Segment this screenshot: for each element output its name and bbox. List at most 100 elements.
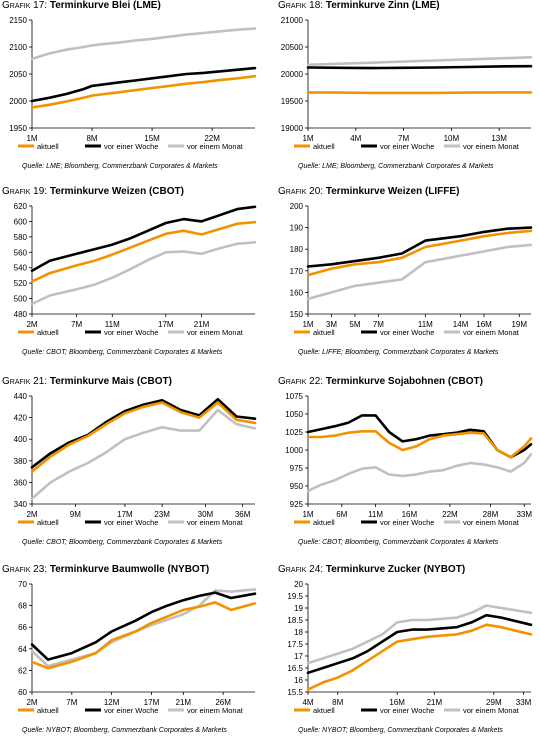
chart-source: Quelle: LME; Bloomberg, Commerzbank Corp… (298, 163, 494, 170)
y-tick-label: 440 (14, 392, 28, 401)
chart-title: Grafik 24: Terminkurve Zucker (NYBOT) (278, 564, 465, 575)
legend-label-woche: vor einer Woche (104, 328, 158, 337)
x-tick-label: 19M (511, 320, 527, 329)
legend-label-monat: vor einem Monat (187, 142, 244, 151)
y-tick-label: 64 (18, 645, 27, 654)
x-tick-label: 28M (483, 510, 499, 519)
legend-label-monat: vor einem Monat (463, 328, 520, 337)
legend-label-aktuell: aktuell (313, 706, 335, 715)
y-tick-label: 1050 (285, 410, 303, 419)
chart-panel: Grafik 24: Terminkurve Zucker (NYBOT) 15.… (276, 564, 540, 746)
legend-label-aktuell: aktuell (313, 518, 335, 527)
legend-label-aktuell: aktuell (37, 142, 59, 151)
series-line-aktuell (30, 601, 257, 670)
x-tick-label: 21M (176, 698, 192, 707)
legend-label-aktuell: aktuell (313, 328, 335, 337)
chart-title-text: Terminkurve Zucker (NYBOT) (323, 564, 466, 575)
chart-number: Grafik 24: (278, 564, 324, 575)
y-tick-label: 1000 (285, 446, 303, 455)
y-tick-label: 16.5 (287, 664, 303, 673)
legend-label-woche: vor einer Woche (380, 328, 434, 337)
x-tick-label: 6M (336, 510, 347, 519)
y-tick-label: 66 (18, 623, 27, 632)
line-chart: 150 160 170 180 190 200 1M 3M 5M 7M 11M 14M 16M 19M ak… (290, 202, 533, 337)
series-line-woche (30, 66, 257, 103)
y-tick-label: 500 (14, 295, 28, 304)
y-tick-label: 360 (14, 478, 28, 487)
chart-number: Grafik 17: (2, 0, 48, 11)
x-tick-label: 4M (302, 698, 313, 707)
y-tick-label: 19 (294, 604, 303, 613)
chart-title-text: Terminkurve Weizen (CBOT) (47, 186, 184, 197)
y-tick-label: 17.5 (287, 640, 303, 649)
line-chart: 15.5 16 16.5 17 17.5 18 18.5 19 19.5 20 4M 8M 16M 21M… (287, 580, 533, 715)
chart-title: Grafik 17: Terminkurve Blei (LME) (2, 0, 161, 11)
legend-label-aktuell: aktuell (37, 328, 59, 337)
y-tick-label: 18.5 (287, 616, 303, 625)
y-tick-label: 20500 (281, 43, 304, 52)
x-tick-label: 1M (26, 134, 37, 143)
x-tick-label: 2M (26, 698, 37, 707)
y-tick-label: 975 (290, 464, 304, 473)
y-tick-label: 925 (290, 500, 304, 509)
y-tick-label: 580 (14, 233, 28, 242)
series-line-monat (30, 588, 257, 668)
x-tick-label: 4M (350, 134, 361, 143)
series-line-monat (30, 27, 257, 61)
y-tick-label: 400 (14, 435, 28, 444)
y-tick-label: 420 (14, 414, 28, 423)
line-chart: 480 500 520 540 560 580 600 620 2M 7M 11M 17M 21M akt… (14, 202, 257, 337)
chart-source: Quelle: LME; Bloomberg, Commerzbank Corp… (22, 163, 218, 170)
x-tick-label: 12M (104, 698, 120, 707)
chart-panel: Grafik 18: Terminkurve Zinn (LME) 19000 19… (276, 0, 540, 182)
x-tick-label: 17M (144, 698, 160, 707)
chart-number: Grafik 20: (278, 186, 324, 197)
legend-label-aktuell: aktuell (37, 518, 59, 527)
chart-source: Quelle: CBOT; Bloomberg, Commerzbank Cor… (298, 539, 499, 546)
y-tick-label: 620 (14, 202, 28, 211)
legend-label-monat: vor einem Monat (187, 328, 244, 337)
series-line-monat (30, 240, 257, 306)
y-tick-label: 520 (14, 279, 28, 288)
y-tick-label: 180 (290, 245, 304, 254)
x-tick-label: 33M (516, 698, 532, 707)
legend-label-monat: vor einem Monat (463, 518, 520, 527)
y-tick-label: 20 (294, 580, 303, 589)
chart-title: Grafik 22: Terminkurve Sojabohnen (CBOT) (278, 376, 483, 387)
chart-panel: Grafik 21: Terminkurve Mais (CBOT) 340 360… (0, 376, 265, 558)
chart-panel: Grafik 23: Terminkurve Baumwolle (NYBOT)… (0, 564, 265, 746)
y-tick-label: 2000 (9, 97, 27, 106)
chart-panel: Grafik 17: Terminkurve Blei (LME) 1950 200… (0, 0, 265, 182)
y-tick-label: 200 (290, 202, 304, 211)
legend-label-monat: vor einem Monat (187, 706, 244, 715)
legend-label-woche: vor einer Woche (104, 518, 158, 527)
series-line-woche (30, 591, 257, 661)
legend-label-aktuell: aktuell (313, 142, 335, 151)
chart-panel: Grafik 19: Terminkurve Weizen (CBOT) 480 5… (0, 186, 265, 368)
y-tick-label: 16 (294, 676, 303, 685)
x-tick-label: 8M (86, 134, 97, 143)
x-tick-label: 3M (326, 320, 337, 329)
x-tick-label: 5M (349, 320, 360, 329)
chart-title-text: Terminkurve Blei (LME) (47, 0, 161, 11)
x-tick-label: 29M (486, 698, 502, 707)
chart-title: Grafik 20: Terminkurve Weizen (LIFFE) (278, 186, 459, 197)
y-tick-label: 600 (14, 217, 28, 226)
x-tick-label: 1M (302, 510, 313, 519)
legend-label-monat: vor einem Monat (187, 518, 244, 527)
chart-panel: Grafik 22: Terminkurve Sojabohnen (CBOT)… (276, 376, 540, 558)
y-tick-label: 340 (14, 500, 28, 509)
y-tick-label: 380 (14, 457, 28, 466)
chart-source: Quelle: LIFFE; Bloomberg, Commerzbank Co… (298, 349, 499, 356)
x-tick-label: 21M (194, 320, 210, 329)
y-tick-label: 2050 (9, 70, 27, 79)
chart-title-text: Terminkurve Weizen (LIFFE) (323, 186, 460, 197)
series-line-monat (306, 243, 533, 301)
series-line-aktuell (30, 401, 257, 473)
x-tick-label: 36M (235, 510, 251, 519)
legend-label-aktuell: aktuell (37, 706, 59, 715)
x-tick-label: 1M (302, 320, 313, 329)
chart-number: Grafik 23: (2, 564, 48, 575)
chart-number: Grafik 22: (278, 376, 324, 387)
line-chart: 340 360 380 400 420 440 2M 9M 17M 23M 30M 36M aktuel… (14, 392, 257, 527)
